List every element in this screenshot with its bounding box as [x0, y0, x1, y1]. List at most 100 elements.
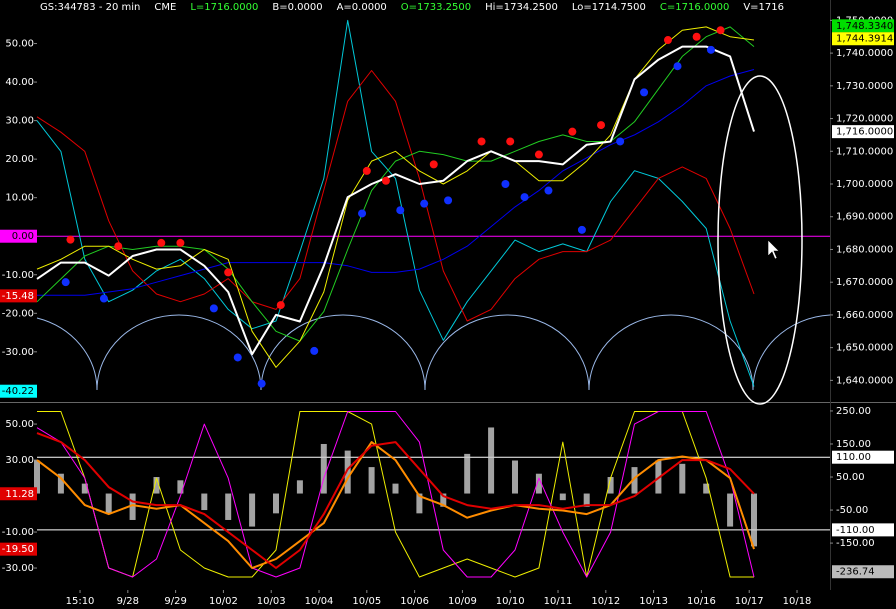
histogram-bar [201, 493, 208, 511]
histogram-bar [703, 483, 710, 494]
y-tick-label: 10.00 [5, 193, 34, 204]
x-tick-label: 10/03 [257, 596, 286, 607]
histogram-bar [631, 467, 638, 494]
histogram-bar [559, 493, 566, 501]
histogram-bar [488, 427, 495, 494]
y-tick-label: 30.00 [5, 455, 34, 466]
series-line [36, 26, 755, 342]
signal-dot [157, 238, 166, 247]
signal-dot [209, 304, 218, 313]
header-field: CME [154, 2, 177, 13]
y2-tick-label: 50.00 [836, 472, 865, 483]
x-tick-label: 10/18 [783, 596, 812, 607]
signal-dot [616, 137, 625, 146]
signal-dot [663, 36, 672, 45]
header-field: Hi=1734.2500 [485, 2, 558, 13]
value-box-label: -40.22 [2, 386, 34, 397]
y2-tick-label: -150.00 [836, 538, 875, 549]
histogram-bar [679, 463, 686, 494]
histogram-bar [81, 483, 88, 494]
x-tick-label: 10/06 [400, 596, 429, 607]
y2-tick-label: -50.00 [836, 505, 868, 516]
signal-dot [61, 278, 70, 287]
histogram-bar [105, 493, 112, 514]
annotation-ellipse [717, 75, 803, 405]
series-line [37, 69, 755, 296]
histogram-bar [344, 450, 351, 494]
x-tick-label: 10/17 [735, 596, 764, 607]
histogram-bar [392, 483, 399, 494]
y-tick-label: 20.00 [5, 154, 34, 165]
x-tick-label: 10/11 [544, 596, 573, 607]
histogram-bar [440, 493, 447, 507]
series-line [36, 70, 755, 322]
y2-tick-label: 1,720.0000 [836, 114, 893, 125]
header-field: C=1716.0000 [659, 2, 730, 13]
series-line [36, 432, 755, 569]
histogram-bar [34, 460, 40, 494]
y-tick-label: -20.00 [2, 308, 34, 319]
series-line [36, 411, 755, 578]
signal-dot [429, 160, 438, 169]
header-field: GS:344783 - 20 min [40, 2, 141, 13]
histogram-bar [368, 467, 375, 494]
value-box-label: 1,716.0000 [836, 127, 893, 138]
header-field: A=0.0000 [336, 2, 387, 13]
value-box [832, 32, 894, 46]
x-tick-label: 9/29 [164, 596, 186, 607]
value-box [0, 487, 37, 501]
signal-dot [716, 26, 725, 35]
x-tick-label: 15:10 [66, 596, 95, 607]
signal-dot [577, 225, 586, 234]
header-field: V=1716 [743, 2, 784, 13]
value-box [0, 542, 37, 556]
signal-dot [381, 176, 390, 185]
x-tick-label: 10/04 [305, 596, 334, 607]
x-tick-label: 10/10 [496, 596, 525, 607]
x-tick-label: 10/12 [591, 596, 620, 607]
histogram-bar [750, 493, 757, 547]
y2-tick-label: 1,650.0000 [836, 343, 893, 354]
histogram-bar [464, 453, 471, 494]
value-box-label: 11.28 [5, 489, 34, 500]
x-tick-label: 10/13 [639, 596, 668, 607]
x-tick-label: 10/05 [352, 596, 381, 607]
mouse-cursor [767, 239, 780, 260]
signal-dot [444, 196, 453, 205]
y2-tick-label: 1,680.0000 [836, 244, 893, 255]
signal-dot [477, 137, 486, 146]
header-field: B=0.0000 [272, 2, 323, 13]
y-tick-label: -30.00 [2, 347, 34, 358]
x-tick-label: 10/09 [448, 596, 477, 607]
header-field: O=1733.2500 [400, 2, 472, 13]
histogram-bar [416, 493, 423, 514]
cycle-arcs [36, 314, 831, 391]
signal-dot [276, 301, 285, 310]
value-box [832, 565, 894, 579]
header: GS:344783 - 20 min CME L=1716.0000 B=0.0000… [40, 2, 798, 13]
signal-dot [224, 268, 233, 277]
y2-tick-label: 1,710.0000 [836, 146, 893, 157]
histogram-bar [296, 480, 303, 494]
signal-dot [506, 137, 515, 146]
value-box-label: 0.00 [12, 231, 34, 242]
y2-tick-label: 1,640.0000 [836, 375, 893, 386]
signal-dot [114, 242, 123, 251]
header-field: L=1716.0000 [190, 2, 259, 13]
histogram-bar [535, 473, 542, 494]
histogram-bar [177, 480, 184, 494]
value-box-label: -19.50 [2, 544, 34, 555]
signal-dot [257, 379, 266, 388]
signal-dot [534, 150, 543, 159]
signal-dot [692, 32, 701, 41]
y2-tick-label: 1,660.0000 [836, 310, 893, 321]
histogram-bar [320, 443, 327, 494]
series-line [36, 19, 755, 387]
histogram-bar [129, 493, 136, 520]
y-tick-label: -10.00 [2, 527, 34, 538]
y2-tick-label: 1,690.0000 [836, 212, 893, 223]
value-box [0, 289, 37, 303]
y-tick-label: -30.00 [2, 563, 34, 574]
x-tick-label: 9/28 [117, 596, 139, 607]
